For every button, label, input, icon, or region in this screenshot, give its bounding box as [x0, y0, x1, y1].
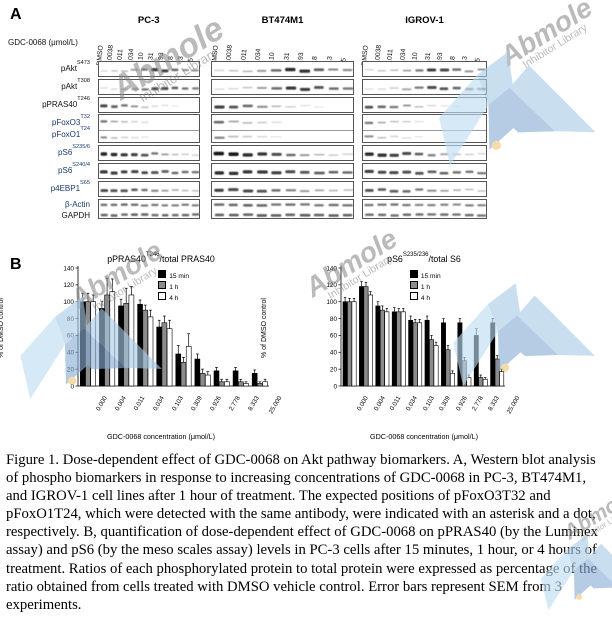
- svg-text:100: 100: [326, 299, 337, 306]
- svg-text:40: 40: [330, 350, 338, 357]
- svg-text:60: 60: [330, 333, 338, 340]
- svg-text:100: 100: [63, 299, 74, 306]
- svg-text:140: 140: [326, 265, 337, 272]
- svg-text:140: 140: [63, 265, 74, 272]
- svg-text:40: 40: [67, 350, 75, 357]
- svg-text:60: 60: [67, 333, 75, 340]
- svg-text:20: 20: [67, 366, 75, 373]
- svg-text:120: 120: [63, 282, 74, 289]
- svg-text:80: 80: [330, 316, 338, 323]
- svg-text:80: 80: [67, 316, 75, 323]
- svg-text:20: 20: [330, 366, 338, 373]
- svg-text:0: 0: [70, 383, 74, 390]
- svg-text:120: 120: [326, 282, 337, 289]
- svg-text:0: 0: [333, 383, 337, 390]
